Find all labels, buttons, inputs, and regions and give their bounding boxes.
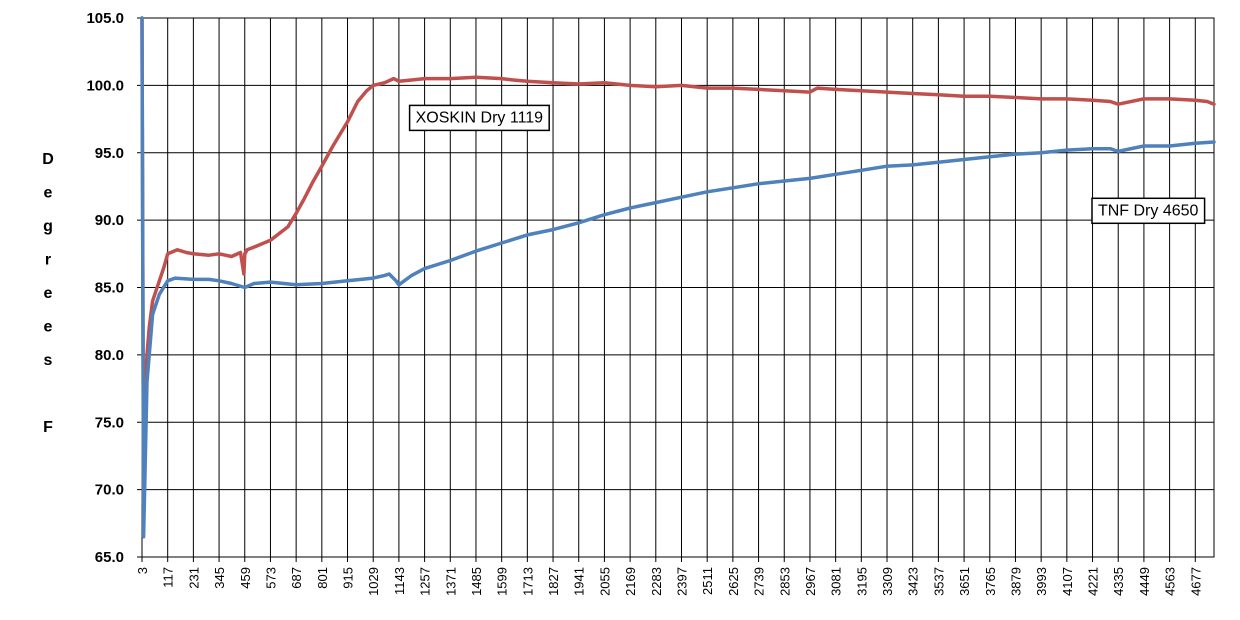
x-tick-label: 915 — [341, 567, 356, 589]
x-tick-label: 687 — [289, 567, 304, 589]
x-tick-label: 2625 — [726, 567, 741, 596]
y-axis-label-letter: F — [43, 419, 53, 436]
x-tick-label: 2055 — [597, 567, 612, 596]
x-tick-label: 2853 — [777, 567, 792, 596]
y-tick-label: 95.0 — [95, 145, 124, 162]
x-tick-label: 2169 — [623, 567, 638, 596]
x-tick-label: 3195 — [854, 567, 869, 596]
y-axis-label-letter: e — [44, 285, 53, 302]
x-tick-label: 3309 — [880, 567, 895, 596]
x-tick-label: 231 — [186, 567, 201, 589]
x-tick-label: 1143 — [392, 567, 407, 595]
x-tick-label: 3537 — [931, 567, 946, 596]
x-tick-label: 4677 — [1188, 567, 1203, 596]
y-axis-label-letter: r — [45, 252, 51, 269]
x-tick-label: 3879 — [1008, 567, 1023, 596]
x-tick-label: 3 — [135, 567, 150, 574]
y-axis-label-letter: g — [43, 218, 53, 235]
y-tick-label: 65.0 — [95, 549, 124, 566]
x-tick-label: 1713 — [520, 567, 535, 596]
y-axis-label-letter: D — [42, 151, 54, 168]
x-tick-label: 1029 — [366, 567, 381, 596]
x-tick-label: 573 — [263, 567, 278, 589]
x-tick-label: 2511 — [700, 567, 715, 595]
x-tick-label: 459 — [238, 567, 253, 589]
y-tick-label: 100.0 — [86, 77, 124, 94]
x-tick-label: 4563 — [1163, 567, 1178, 596]
y-axis-label-letter: e — [44, 319, 53, 336]
y-axis-label-letter: s — [44, 352, 53, 369]
x-tick-label: 1827 — [546, 567, 561, 596]
x-tick-label: 4449 — [1137, 567, 1152, 596]
annotation-tnf-label: TNF Dry 4650 — [1098, 202, 1199, 219]
y-tick-label: 75.0 — [95, 414, 124, 431]
x-tick-label: 2397 — [674, 567, 689, 596]
x-tick-label: 3993 — [1034, 567, 1049, 596]
series-line-tnf — [140, 16, 1216, 539]
y-tick-label: 105.0 — [86, 10, 124, 27]
x-tick-label: 1371 — [443, 567, 458, 596]
y-tick-label: 90.0 — [95, 212, 124, 229]
x-tick-label: 4335 — [1111, 567, 1126, 596]
y-tick-label: 85.0 — [95, 280, 124, 297]
annotation-xoskin-label: XOSKIN Dry 1119 — [416, 109, 544, 126]
x-tick-label: 1599 — [495, 567, 510, 596]
x-tick-label: 3423 — [906, 567, 921, 596]
x-tick-label: 2283 — [649, 567, 664, 596]
x-tick-label: 801 — [315, 567, 330, 589]
x-tick-label: 1485 — [469, 567, 484, 596]
x-tick-label: 3765 — [983, 567, 998, 596]
x-tick-label: 117 — [161, 567, 176, 588]
y-tick-label: 80.0 — [95, 347, 124, 364]
x-tick-label: 2967 — [803, 567, 818, 596]
x-tick-label: 4221 — [1086, 567, 1101, 596]
x-tick-label: 2739 — [752, 567, 767, 596]
x-tick-label: 3081 — [829, 567, 844, 596]
x-tick-label: 1257 — [418, 567, 433, 596]
annotation-xoskin-box — [408, 104, 550, 132]
x-tick-label: 345 — [212, 567, 227, 589]
series-line-xoskin — [140, 16, 1216, 505]
y-tick-label: 70.0 — [95, 482, 124, 499]
x-tick-label: 3651 — [957, 567, 972, 596]
y-axis-label-letter: e — [44, 185, 53, 202]
x-tick-label: 1941 — [572, 567, 587, 596]
x-tick-label: 4107 — [1060, 567, 1075, 596]
annotation-tnf-box — [1091, 197, 1206, 225]
